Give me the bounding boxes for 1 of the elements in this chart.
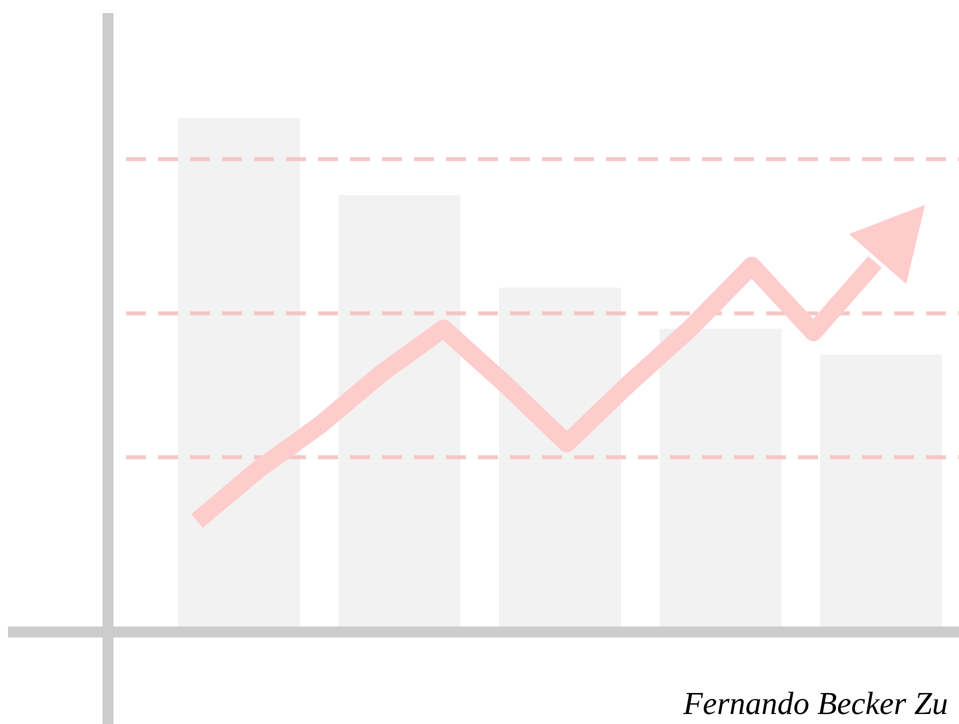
text: Fernando Becker Zu <box>682 685 948 721</box>
